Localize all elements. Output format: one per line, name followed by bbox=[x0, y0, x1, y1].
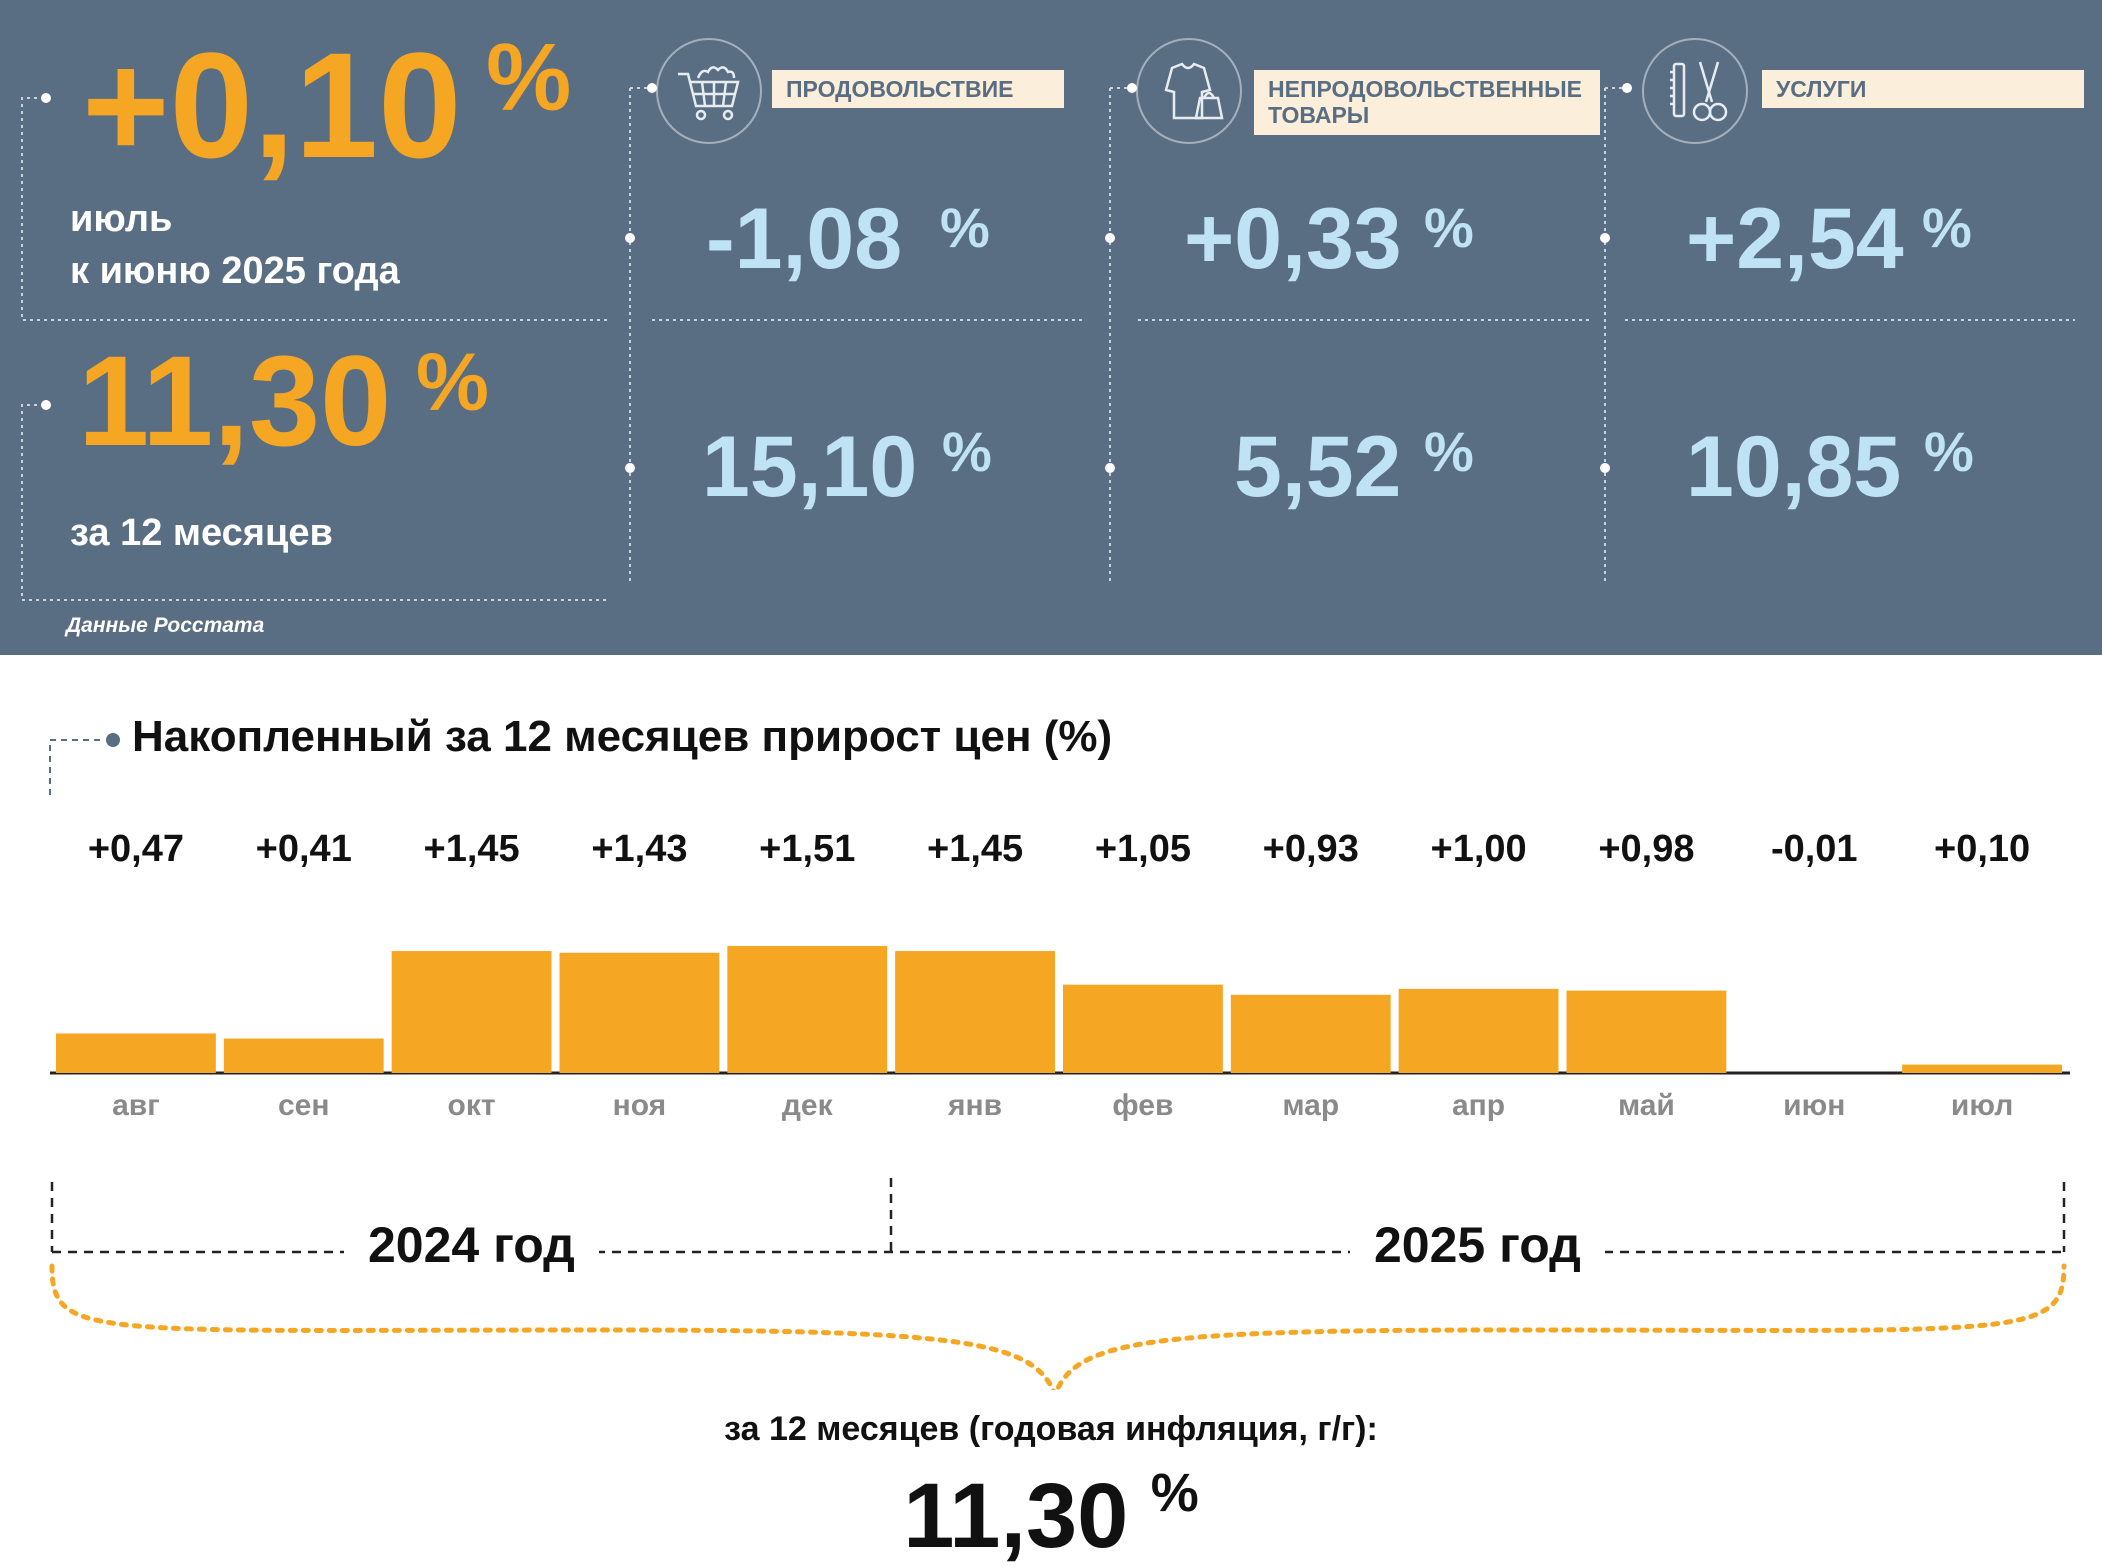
chart-title: Накопленный за 12 месяцев прирост цен (%… bbox=[132, 712, 1113, 761]
value-label-авг: +0,47 bbox=[88, 828, 184, 870]
panel-dividers bbox=[21, 83, 2075, 601]
value-label-апр: +1,00 bbox=[1431, 828, 1527, 870]
annual-inflation-label: за 12 месяцев (годовая инфляция, г/г): bbox=[724, 1410, 1378, 1448]
annual-value: 11,30 bbox=[78, 330, 392, 473]
year-2024-label: 2024 год bbox=[344, 1216, 599, 1274]
bar-мар bbox=[1230, 994, 1391, 1073]
category-nonfood-annual: 5,52 bbox=[1234, 419, 1402, 515]
value-label-янв: +1,45 bbox=[927, 828, 1023, 870]
comb-scissors-icon bbox=[1642, 38, 1748, 144]
category-services-annual-unit: % bbox=[1924, 420, 1974, 483]
month-label-июл: июл bbox=[1951, 1089, 2013, 1122]
category-food-annual: 15,10 bbox=[702, 419, 918, 515]
month-label-ноя: ноя bbox=[613, 1089, 667, 1122]
chart-title-bracket bbox=[49, 733, 120, 795]
value-label-окт: +1,45 bbox=[424, 828, 520, 870]
monthly-period: июль bbox=[70, 198, 173, 240]
year-brackets bbox=[49, 1178, 2067, 1390]
bar-янв bbox=[895, 951, 1055, 1073]
month-label-дек: дек bbox=[782, 1089, 834, 1122]
bar-ноя bbox=[559, 952, 720, 1073]
category-services-monthly: +2,54 bbox=[1686, 191, 1904, 287]
bar-июл bbox=[1902, 1064, 2062, 1073]
category-nonfood-monthly: +0,33 bbox=[1184, 191, 1402, 287]
annual-period-label: за 12 месяцев bbox=[70, 512, 333, 554]
category-food-label: ПРОДОВОЛЬСТВИЕ bbox=[772, 70, 1064, 109]
month-label-мар: мар bbox=[1282, 1089, 1339, 1122]
year-2025-label: 2025 год bbox=[1350, 1216, 1605, 1274]
month-label-янв: янв bbox=[947, 1089, 1002, 1122]
bar-авг bbox=[56, 1033, 216, 1073]
category-nonfood-label: НЕПРОДОВОЛЬСТВЕННЫЕ ТОВАРЫ bbox=[1254, 70, 1600, 135]
monthly-base: к июню 2025 года bbox=[70, 250, 400, 292]
category-food-annual-unit: % bbox=[942, 420, 992, 483]
monthly-unit: % bbox=[486, 24, 572, 131]
bar-май bbox=[1566, 990, 1727, 1073]
annual-inflation-value: 11,30 bbox=[903, 1465, 1129, 1567]
shopping-cart-icon bbox=[656, 38, 762, 144]
month-label-июн: июн bbox=[1783, 1089, 1845, 1122]
bar-дек bbox=[727, 946, 888, 1073]
annual-brace bbox=[49, 1263, 2067, 1390]
category-food-monthly-unit: % bbox=[940, 196, 990, 259]
summary-panel: +0,10 % июль к июню 2025 года 11,30 % за… bbox=[0, 0, 2102, 655]
month-label-авг: авг bbox=[112, 1089, 160, 1122]
month-label-фев: фев bbox=[1112, 1089, 1173, 1122]
category-services-annual: 10,85 bbox=[1686, 419, 1902, 515]
category-nonfood-monthly-unit: % bbox=[1424, 196, 1474, 259]
bar-сен bbox=[223, 1038, 384, 1073]
bar-окт bbox=[391, 951, 552, 1073]
annual-inflation-unit: % bbox=[1150, 1463, 1199, 1523]
month-label-окт: окт bbox=[448, 1089, 496, 1122]
monthly-value: +0,10 bbox=[82, 21, 462, 189]
value-label-фев: +1,05 bbox=[1095, 828, 1191, 870]
annual-bracket bbox=[21, 404, 610, 601]
month-label-апр: апр bbox=[1452, 1089, 1505, 1122]
value-label-июл: +0,10 bbox=[1934, 828, 2030, 870]
value-label-дек: +1,51 bbox=[759, 828, 855, 870]
annual-inflation-value-group: 11,30 % bbox=[0, 1466, 2102, 1562]
bar-chart: +0,47 +0,41 +1,45 +1,43 +1,51 +1,45 +1,05 +0,93… bbox=[50, 828, 2070, 1122]
clothing-bag-icon bbox=[1136, 38, 1242, 144]
value-label-мар: +0,93 bbox=[1263, 828, 1359, 870]
bar-апр bbox=[1398, 988, 1559, 1073]
value-label-ноя: +1,43 bbox=[591, 828, 687, 870]
month-label-май: май bbox=[1618, 1089, 1675, 1122]
category-nonfood-annual-unit: % bbox=[1424, 420, 1474, 483]
monthly-bracket bbox=[21, 97, 610, 321]
value-label-июн: -0,01 bbox=[1771, 828, 1858, 870]
annual-unit: % bbox=[416, 337, 489, 428]
category-services-label: УСЛУГИ bbox=[1762, 70, 2084, 109]
value-label-сен: +0,41 bbox=[256, 828, 352, 870]
month-label-сен: сен bbox=[278, 1089, 330, 1122]
category-food-monthly: -1,08 bbox=[706, 191, 903, 287]
bar-фев bbox=[1063, 984, 1223, 1073]
data-source: Данные Росстата bbox=[66, 614, 265, 637]
value-label-май: +0,98 bbox=[1598, 828, 1694, 870]
category-services-monthly-unit: % bbox=[1922, 196, 1972, 259]
